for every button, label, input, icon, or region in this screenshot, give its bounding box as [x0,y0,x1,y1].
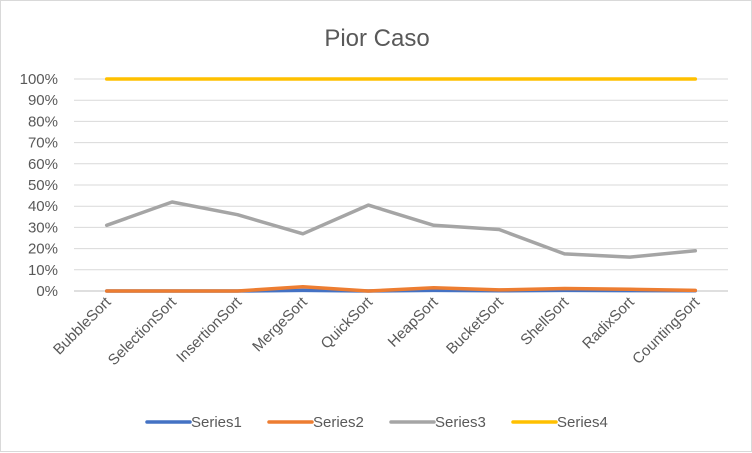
y-tick-label: 60% [28,156,58,173]
legend-label: Series2 [313,414,364,431]
legend-label: Series4 [557,414,608,431]
x-category-label: ShellSort [517,293,573,349]
chart-title: Pior Caso [324,25,429,52]
series-lines [104,77,698,293]
x-category-label: InsertionSort [173,293,246,366]
y-tick-label: 30% [28,219,58,236]
gridlines [74,78,728,292]
series-line-series2 [104,285,698,293]
y-tick-label: 70% [28,135,58,152]
y-tick-label: 100% [20,71,58,88]
x-category-label: CountingSort [629,293,704,368]
legend-label: Series3 [435,414,486,431]
y-tick-label: 40% [28,198,58,215]
y-tick-label: 20% [28,241,58,258]
y-tick-label: 10% [28,262,58,279]
x-category-label: SelectionSort [105,293,181,369]
x-category-label: RadixSort [579,293,638,352]
y-tick-label: 0% [36,283,58,300]
y-tick-label: 90% [28,92,58,109]
legend-label: Series1 [191,414,242,431]
x-category-label: QuickSort [318,293,377,352]
x-category-label: BubbleSort [50,293,115,358]
x-category-label: BucketSort [443,293,507,357]
y-axis-tick-labels: 0% 10% 20% 30% 40% 50% 60% 70% 80% 90% 100% [20,71,58,300]
x-category-label: HeapSort [385,293,442,350]
y-tick-label: 50% [28,177,58,194]
x-category-label: MergeSort [249,293,311,355]
series-line-series3 [104,200,698,259]
legend: Series1 Series2 Series3 Series4 [145,414,608,431]
y-tick-label: 80% [28,113,58,130]
